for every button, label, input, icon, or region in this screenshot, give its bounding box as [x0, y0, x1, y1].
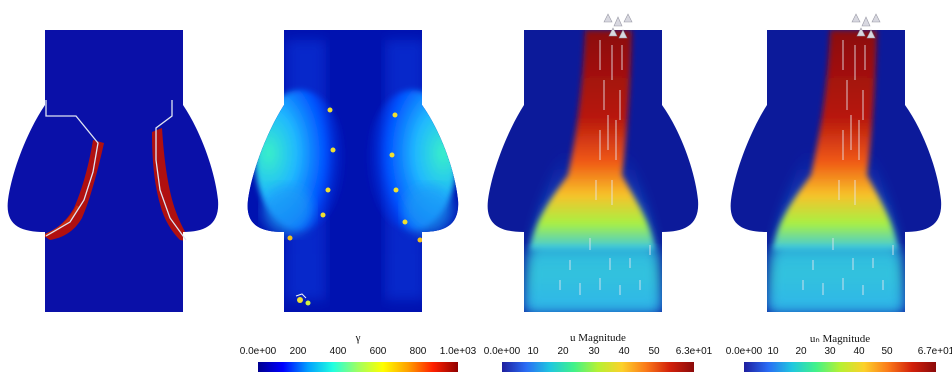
colorbar-velocity-n: uₙ Magnitude 0.0e+00 10 20 30 40 50 6.7e…: [726, 332, 952, 374]
colorbar-tick: 600: [369, 346, 387, 357]
colorbar-tick: 50: [648, 346, 660, 357]
colorbar-velocity: u Magnitude 0.0e+00 10 20 30 40 50 6.3e+…: [484, 332, 712, 374]
simulation-panels: [7, 13, 942, 312]
velocity-n-arrows-top: [851, 13, 881, 39]
panel-velocity-n: [730, 13, 942, 312]
colorbar-velocity-n-gradient: [744, 362, 936, 372]
panel-velocity: [487, 13, 699, 312]
colorbar-tick: 30: [588, 346, 600, 357]
colorbar-tick: 20: [557, 346, 569, 357]
colorbar-tick: 50: [881, 346, 893, 357]
colorbar-tick: 0.0e+00: [483, 346, 521, 357]
colorbar-tick: 1.0e+03: [439, 346, 477, 357]
colorbar-tick: 40: [618, 346, 630, 357]
colorbar-tick: 200: [289, 346, 307, 357]
colorbar-tick: 6.3e+01: [675, 346, 713, 357]
colorbar-tick: 0.0e+00: [239, 346, 277, 357]
colorbar-tick: 30: [824, 346, 836, 357]
colorbar-tick: 10: [527, 346, 539, 357]
colorbar-tick: 20: [795, 346, 807, 357]
colorbar-velocity-n-title: uₙ Magnitude: [809, 333, 871, 345]
colorbar-tick: 0.0e+00: [725, 346, 763, 357]
colorbar-velocity-title: u Magnitude: [570, 332, 626, 344]
colorbar-tick: 40: [853, 346, 865, 357]
colorbar-tick: 6.7e+01: [917, 346, 952, 357]
velocity-arrows-top: [603, 13, 633, 39]
panel-gamma: [247, 30, 459, 312]
colorbar-gamma-gradient: [258, 362, 458, 372]
colorbar-gamma: γ 0.0e+00 200 400 600 800 1.0e+03: [240, 332, 476, 374]
colorbar-velocity-gradient: [502, 362, 694, 372]
panel-phase-field: [7, 30, 219, 312]
colorbar-tick: 800: [409, 346, 427, 357]
colorbar-tick: 10: [767, 346, 779, 357]
colorbar-gamma-title: γ: [355, 332, 361, 344]
colorbar-tick: 400: [329, 346, 347, 357]
